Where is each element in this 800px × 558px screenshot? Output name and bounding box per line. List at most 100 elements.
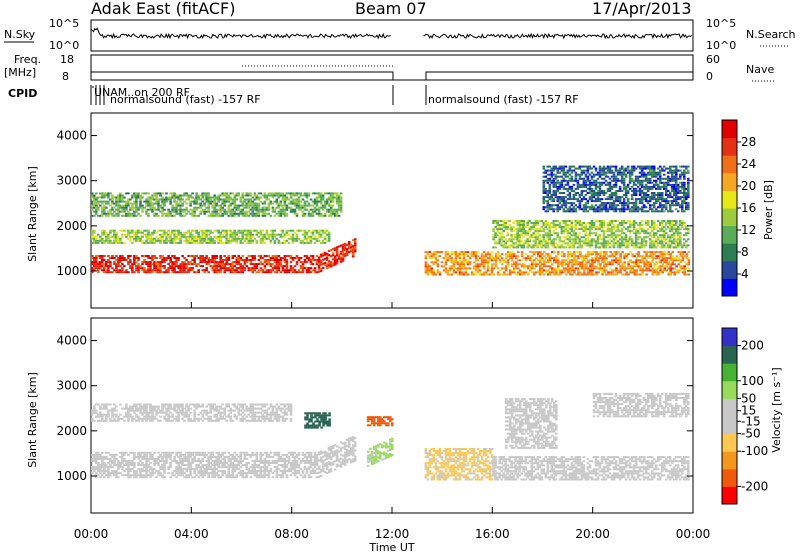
- heatmap-cell: [475, 257, 478, 259]
- heatmap-cell: [272, 263, 275, 265]
- heatmap-cell: [613, 228, 616, 230]
- heatmap-cell: [207, 192, 210, 194]
- heatmap-cell: [310, 242, 313, 244]
- heatmap-cell: [433, 271, 436, 273]
- heatmap-cell: [541, 242, 544, 244]
- heatmap-cell: [473, 261, 476, 263]
- heatmap-cell: [665, 224, 668, 226]
- heatmap-cell: [599, 263, 602, 265]
- heatmap-cell: [615, 194, 618, 196]
- heatmap-cell: [521, 253, 524, 255]
- heatmap-cell: [585, 265, 588, 267]
- heatmap-cell: [609, 246, 612, 248]
- heatmap-cell: [583, 178, 586, 180]
- heatmap-cell: [605, 180, 608, 182]
- heatmap-cell: [163, 230, 166, 232]
- heatmap-cell: [615, 238, 618, 240]
- heatmap-cell: [244, 269, 247, 271]
- heatmap-cell: [565, 174, 568, 176]
- heatmap-cell: [504, 238, 507, 240]
- heatmap-cell: [505, 267, 508, 269]
- heatmap-cell: [268, 209, 271, 211]
- heatmap-cell: [565, 166, 568, 168]
- heatmap-cell: [533, 226, 536, 228]
- heatmap-cell: [605, 269, 608, 271]
- heatmap-cell: [97, 269, 100, 271]
- heatmap-cell: [477, 251, 480, 253]
- heatmap-cell: [591, 178, 594, 180]
- heatmap-cell: [340, 211, 343, 213]
- heatmap-cell: [290, 255, 293, 257]
- heatmap-cell: [203, 238, 206, 240]
- heatmap-cell: [340, 197, 343, 199]
- heatmap-cell: [213, 259, 216, 261]
- heatmap-cell: [645, 253, 648, 255]
- heatmap-cell: [539, 234, 542, 236]
- heatmap-cell: [131, 205, 134, 207]
- heatmap-cell: [579, 253, 582, 255]
- heatmap-cell: [645, 274, 648, 276]
- heatmap-cell: [655, 269, 658, 271]
- heatmap-cell: [605, 206, 608, 208]
- heatmap-cell: [543, 251, 546, 253]
- heatmap-cell: [242, 265, 245, 267]
- heatmap-cell: [526, 222, 529, 224]
- heatmap-cell: [201, 242, 204, 244]
- heatmap-cell: [575, 210, 578, 212]
- heatmap-cell: [493, 274, 496, 276]
- heatmap-cell: [553, 170, 556, 172]
- heatmap-cell: [665, 265, 668, 267]
- heatmap-cell: [173, 269, 176, 271]
- heatmap-cell: [504, 244, 507, 246]
- heatmap-cell: [577, 192, 580, 194]
- heatmap-cell: [623, 184, 626, 186]
- heatmap-cell: [647, 222, 650, 224]
- heatmap-cell: [127, 234, 130, 236]
- heatmap-cell: [547, 269, 550, 271]
- heatmap-cell: [495, 265, 498, 267]
- heatmap-cell: [659, 261, 662, 263]
- heatmap-cell: [555, 242, 558, 244]
- heatmap-cell: [463, 263, 466, 265]
- heatmap-cell: [151, 234, 154, 236]
- heatmap-cell: [185, 265, 188, 267]
- heatmap-cell: [111, 255, 114, 257]
- heatmap-cell: [117, 236, 120, 238]
- heatmap-cell: [567, 184, 570, 186]
- heatmap-cell: [155, 197, 158, 199]
- heatmap-cell: [115, 255, 118, 257]
- heatmap-cell: [298, 259, 301, 261]
- heatmap-cell: [565, 228, 568, 230]
- heatmap-cell: [276, 257, 279, 259]
- heatmap-cell: [236, 199, 239, 201]
- heatmap-cell: [549, 230, 552, 232]
- heatmap-cell: [433, 269, 436, 271]
- heatmap-cell: [105, 207, 108, 209]
- heatmap-cell: [165, 259, 168, 261]
- heatmap-cell: [621, 166, 624, 168]
- heatmap-cell: [205, 232, 208, 234]
- heatmap-cell: [549, 232, 552, 234]
- heatmap-cell: [280, 263, 283, 265]
- heatmap-cell: [286, 240, 289, 242]
- heatmap-cell: [657, 244, 660, 246]
- heatmap-cell: [336, 263, 339, 265]
- heatmap-cell: [111, 213, 114, 215]
- heatmap-cell: [173, 192, 176, 194]
- heatmap-cell: [260, 255, 263, 257]
- heatmap-cell: [511, 259, 514, 261]
- heatmap-cell: [555, 166, 558, 168]
- heatmap-cell: [135, 203, 138, 205]
- heatmap-cell: [655, 232, 658, 234]
- heatmap-cell: [501, 257, 504, 259]
- heatmap-cell: [326, 257, 329, 259]
- heatmap-cell: [445, 263, 448, 265]
- heatmap-cell: [500, 242, 503, 244]
- heatmap-cell: [641, 274, 644, 276]
- heatmap-cell: [278, 197, 281, 199]
- heatmap-cell: [179, 213, 182, 215]
- heatmap-cell: [242, 236, 245, 238]
- heatmap-cell: [579, 271, 582, 273]
- heatmap-cell: [294, 211, 297, 213]
- heatmap-cell: [547, 202, 550, 204]
